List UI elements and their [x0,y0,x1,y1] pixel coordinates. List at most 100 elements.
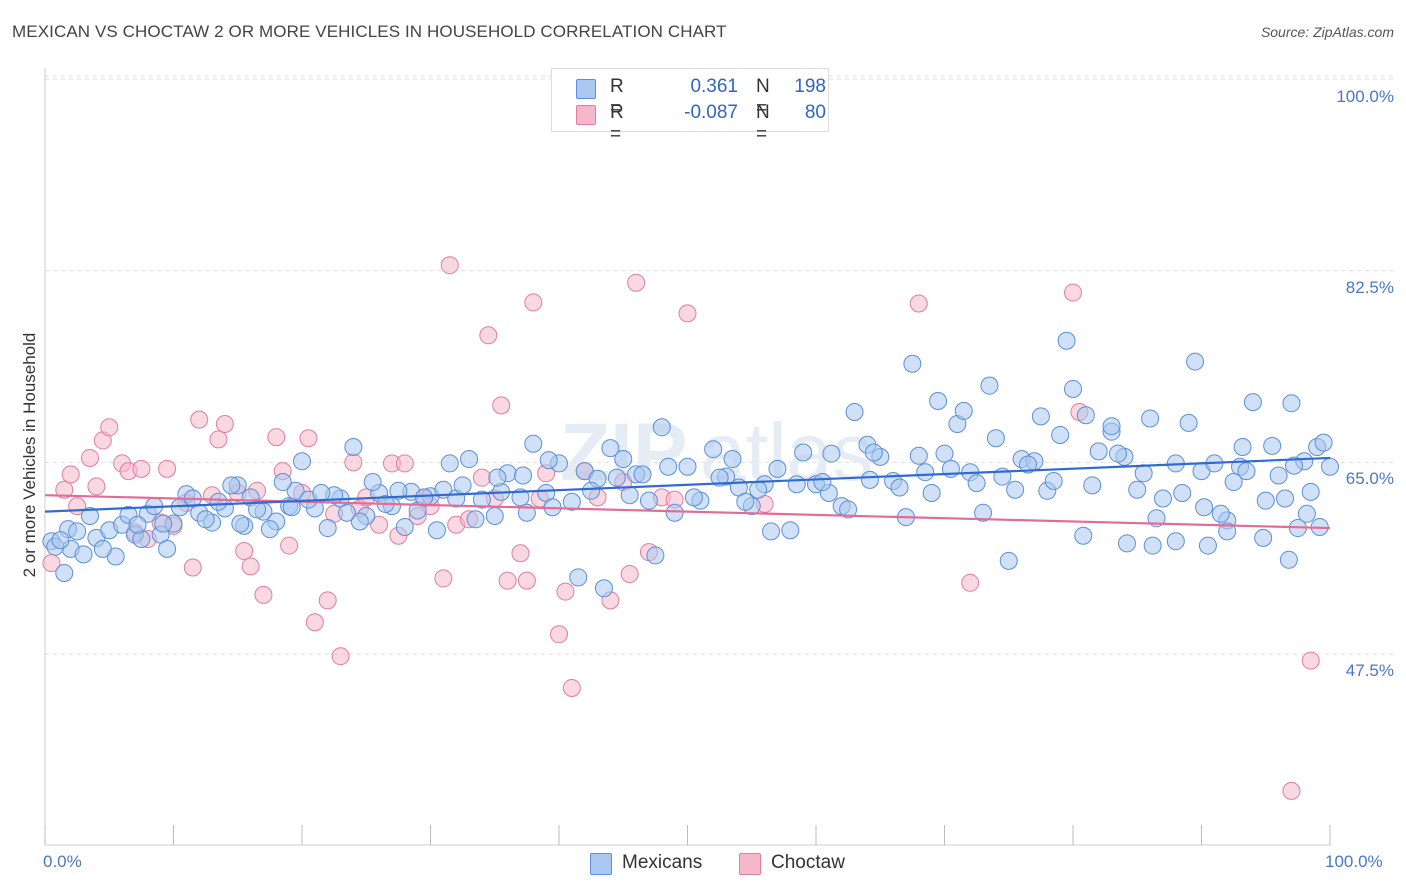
stats-legend: R = 0.361 N = 198 R = -0.087 N = 80 [551,68,829,145]
data-point [350,512,369,531]
data-point [1166,532,1185,551]
data-point [762,522,781,541]
data-point [231,514,250,533]
data-point [415,488,434,507]
mexicans-legend-swatch [590,853,612,875]
data-point [488,468,507,487]
choctaw-trend-line [44,494,1331,530]
mexicans-swatch [576,79,596,99]
data-point [299,429,318,448]
r-label: R = [610,76,624,119]
data-point [1141,409,1160,428]
data-point [370,515,389,534]
data-point [87,477,106,496]
data-point [1143,536,1162,555]
data-point [395,454,414,473]
data-point [601,439,620,458]
data-point [183,558,202,577]
data-point [845,402,864,421]
data-point [1057,331,1076,350]
data-point [389,481,408,500]
data-point [556,582,575,601]
data-point [132,459,151,478]
data-point [440,256,459,275]
data-point [1269,466,1288,485]
data-point [1031,407,1050,426]
data-point [903,354,922,373]
data-point [768,459,787,478]
r-value: -0.087 [684,102,738,123]
data-point [922,484,941,502]
data-point [860,470,879,489]
data-point [1211,504,1230,523]
data-point [280,536,299,555]
data-point [100,418,119,437]
data-point [282,498,301,517]
data-point [710,468,729,487]
data-point [331,647,350,666]
data-point [1285,456,1304,475]
data-point [935,444,954,463]
data-point [929,392,948,410]
y-tick-label: 65.0% [1345,469,1394,488]
data-point [1102,417,1121,436]
data-point [511,488,530,507]
data-point [1224,473,1243,492]
data-point [1218,522,1237,541]
data-point [511,544,530,563]
data-point [1089,442,1108,461]
data-point [1237,462,1256,481]
data-point [794,443,813,462]
data-point [344,453,363,472]
data-point [1064,379,1082,398]
mexicans-series [42,331,1339,598]
data-point [434,569,453,588]
data-point [344,438,363,456]
data-point [1186,352,1205,371]
data-point [453,476,472,495]
data-point [514,466,533,485]
data-point [1282,781,1301,800]
data-point [440,454,459,473]
data-point [51,531,70,550]
data-point [539,451,558,470]
data-point [909,446,928,465]
data-point [736,492,755,511]
data-point [614,450,633,469]
data-point [582,481,601,500]
data-point [427,521,446,540]
data-point [550,625,568,644]
data-point [562,678,581,697]
data-point [967,474,986,493]
axes [44,68,1331,846]
source-label: Source: ZipAtlas.com [1260,24,1394,40]
data-point [222,476,241,495]
data-point [1173,484,1192,502]
data-point [909,294,928,313]
data-point [260,520,279,539]
data-point [916,463,935,482]
data-point [620,486,639,505]
data-point [646,546,665,565]
data-point [74,545,93,564]
data-point [652,418,671,437]
data-point [665,503,684,522]
y-tick-label: 100.0% [1336,87,1394,106]
data-point [1243,393,1262,412]
data-point [723,450,742,469]
data-point [1276,489,1295,508]
n-label: N = [756,76,770,119]
data-point [594,579,613,598]
data-point [1233,438,1252,456]
data-point [498,571,517,590]
data-point [974,503,993,522]
choctaw-swatch [576,105,596,125]
mexicans-trend-line [44,456,1331,513]
data-point [620,565,639,584]
data-point [55,480,74,499]
data-point [1179,413,1198,432]
data-point [209,430,228,449]
data-point [1301,651,1320,670]
r-label: R = [610,102,624,145]
